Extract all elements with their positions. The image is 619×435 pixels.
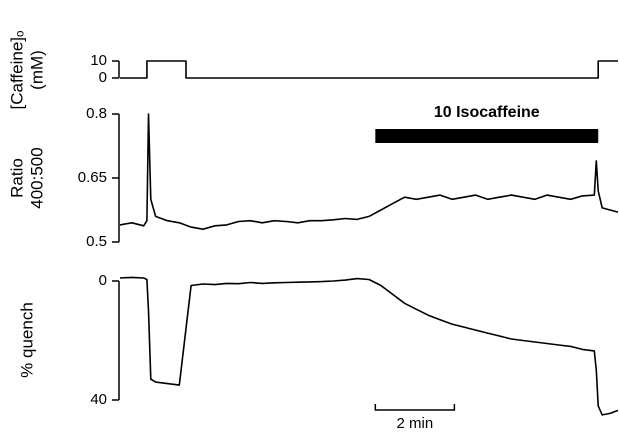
y-axis-label: 400:500: [27, 147, 46, 208]
y-tick-label: 40: [90, 391, 107, 408]
y-tick-label: 0: [99, 272, 107, 289]
scale-bar: [374, 404, 456, 411]
trace: [120, 60, 618, 79]
treatment-bar: [375, 129, 599, 143]
y-tick-label: 0: [99, 69, 107, 86]
scale-bar-label: 2 min: [397, 415, 434, 432]
y-tick-label: 10: [90, 52, 107, 69]
y-tick-label: 0.65: [78, 169, 107, 186]
trace: [119, 113, 619, 230]
y-axis-label: Ratio: [7, 158, 26, 198]
y-tick-label: 0.5: [86, 233, 107, 250]
y-tick-label: 0.8: [86, 105, 107, 122]
trace: [119, 276, 619, 416]
y-axis-label: % quench: [17, 302, 36, 378]
y-axis-label: [Caffeine]ₒ: [7, 31, 26, 110]
annotation: 10 Isocaffeine: [434, 104, 540, 121]
y-axis-label: (mM): [27, 50, 46, 90]
